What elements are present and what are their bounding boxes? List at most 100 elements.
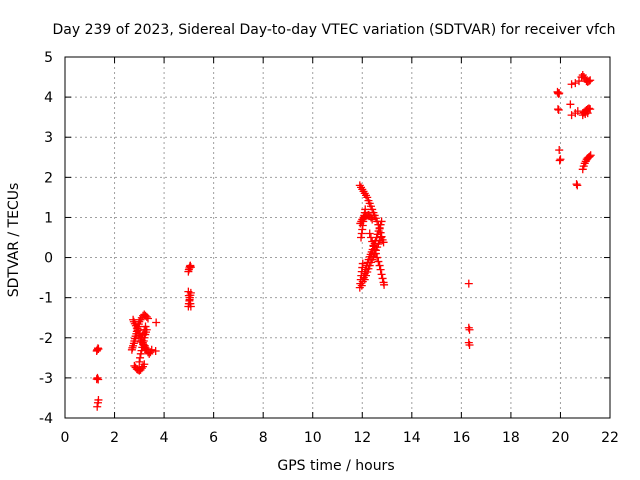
data-point xyxy=(377,270,386,279)
data-point xyxy=(375,224,384,233)
data-point xyxy=(357,281,366,290)
data-point xyxy=(370,245,379,254)
y-tick-label: -4 xyxy=(39,411,53,427)
data-point xyxy=(575,77,584,86)
data-point xyxy=(361,271,370,280)
data-point xyxy=(553,105,562,114)
data-point xyxy=(556,155,565,164)
data-point xyxy=(361,191,370,200)
data-point xyxy=(567,80,576,89)
data-point xyxy=(137,333,146,342)
data-point xyxy=(369,241,378,250)
x-tick-label: 2 xyxy=(110,430,119,446)
data-point xyxy=(366,213,375,222)
data-point xyxy=(580,159,589,168)
data-point xyxy=(185,295,194,304)
data-point xyxy=(357,233,366,242)
data-point xyxy=(567,111,576,120)
x-tick-label: 0 xyxy=(61,430,70,446)
data-point xyxy=(142,312,151,321)
data-point xyxy=(573,107,582,116)
data-point xyxy=(186,302,195,311)
chart-title: Day 239 of 2023, Sidereal Day-to-day VTE… xyxy=(52,22,615,38)
data-point xyxy=(93,345,102,354)
data-point xyxy=(465,325,474,334)
data-point xyxy=(141,344,150,353)
x-tick-label: 8 xyxy=(259,430,268,446)
data-point xyxy=(366,233,375,242)
y-tick-labels: -4 -3 -2 -1 0 1 2 3 4 5 xyxy=(39,50,53,427)
x-tick-label: 22 xyxy=(601,430,619,446)
x-tick-label: 18 xyxy=(502,430,520,446)
data-point xyxy=(135,357,144,366)
data-point xyxy=(94,375,103,384)
data-point xyxy=(578,71,587,80)
data-point xyxy=(464,279,473,288)
data-point xyxy=(373,253,382,262)
data-point xyxy=(585,152,594,161)
x-tick-label: 10 xyxy=(304,430,322,446)
data-point xyxy=(571,79,580,88)
y-tick-label: 4 xyxy=(44,90,53,106)
data-point xyxy=(145,349,154,358)
data-point xyxy=(379,238,388,247)
y-tick-label: -1 xyxy=(39,291,53,307)
x-tick-label: 6 xyxy=(209,430,218,446)
data-point xyxy=(375,261,384,270)
data-point xyxy=(586,151,595,160)
data-point xyxy=(573,181,582,190)
data-point xyxy=(586,105,595,114)
data-point xyxy=(584,77,593,86)
data-point xyxy=(356,219,365,228)
data-point xyxy=(584,153,593,162)
data-point xyxy=(94,345,103,354)
data-point xyxy=(93,373,102,382)
data-point xyxy=(357,183,366,192)
data-point xyxy=(128,343,137,352)
data-point xyxy=(358,185,367,194)
data-point xyxy=(374,257,383,266)
data-point xyxy=(143,314,152,323)
data-point xyxy=(465,340,474,349)
x-tick-label: 16 xyxy=(452,430,470,446)
y-axis-label: SDTVAR / TECUs xyxy=(6,183,22,298)
data-point xyxy=(136,337,145,346)
y-tick-label: 5 xyxy=(44,50,53,66)
data-point xyxy=(368,237,377,246)
data-point xyxy=(360,189,369,198)
y-tick-label: 0 xyxy=(44,251,53,267)
data-point xyxy=(555,89,564,98)
data-point xyxy=(586,76,595,85)
y-tick-label: -3 xyxy=(39,371,53,387)
data-point xyxy=(376,265,385,274)
data-point xyxy=(380,280,389,289)
data-point xyxy=(129,315,138,324)
data-point xyxy=(147,345,156,354)
data-point xyxy=(572,180,581,189)
y-tick-label: 3 xyxy=(44,130,53,146)
x-tick-label: 14 xyxy=(403,430,421,446)
data-point xyxy=(136,315,145,324)
data-point xyxy=(579,73,588,82)
y-tick-label: 1 xyxy=(44,210,53,226)
x-tick-labels: 0 2 4 6 8 10 12 14 16 18 20 22 xyxy=(61,430,619,446)
data-point xyxy=(358,277,367,286)
data-point xyxy=(152,318,161,327)
data-point xyxy=(583,109,592,118)
data-points xyxy=(92,71,595,411)
y-tick-label: 2 xyxy=(44,170,53,186)
data-point xyxy=(184,291,193,300)
data-point xyxy=(464,323,473,332)
data-point xyxy=(93,402,102,411)
data-point xyxy=(368,215,377,224)
data-point xyxy=(137,364,146,373)
data-point xyxy=(359,187,368,196)
data-point xyxy=(376,228,385,237)
data-point xyxy=(355,181,364,190)
x-axis-label: GPS time / hours xyxy=(277,458,394,474)
data-point xyxy=(361,205,370,214)
data-point xyxy=(365,211,374,220)
data-point xyxy=(151,347,160,356)
data-point xyxy=(360,275,369,284)
data-point xyxy=(584,104,593,113)
